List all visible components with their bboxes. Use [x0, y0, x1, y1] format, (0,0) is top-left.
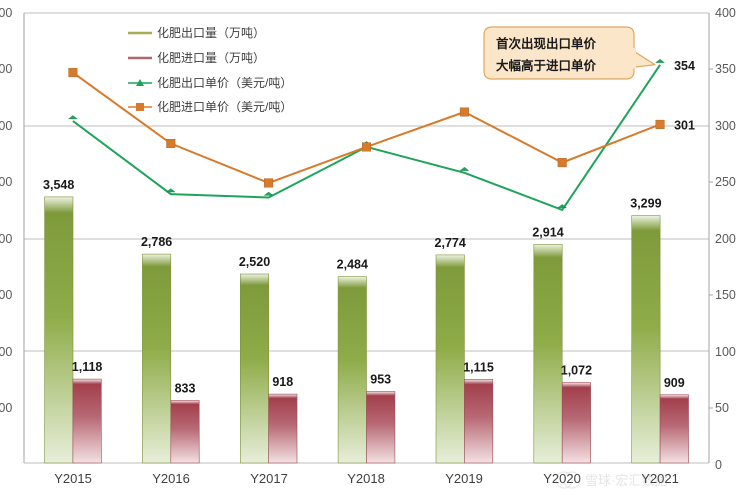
- svg-text:3,548: 3,548: [43, 178, 74, 192]
- svg-text:雪球·宏汇数据: 雪球·宏汇数据: [585, 473, 667, 488]
- svg-text:化肥出口单价（美元/吨）: 化肥出口单价（美元/吨）: [157, 76, 292, 90]
- svg-text:909: 909: [664, 376, 685, 390]
- svg-text:2,520: 2,520: [239, 255, 270, 269]
- svg-text:化肥进口单价（美元/吨）: 化肥进口单价（美元/吨）: [157, 100, 292, 114]
- svg-text:2,786: 2,786: [141, 235, 172, 249]
- svg-text:化肥进口量（万吨）: 化肥进口量（万吨）: [157, 51, 265, 65]
- svg-text:833: 833: [175, 382, 196, 396]
- svg-text:2,484: 2,484: [337, 258, 368, 272]
- svg-text:3,000: 3,000: [0, 345, 12, 359]
- svg-text:100: 100: [715, 345, 736, 359]
- svg-text:Y2015: Y2015: [54, 471, 92, 486]
- svg-text:354: 354: [674, 59, 695, 73]
- svg-text:2,500: 2,500: [0, 401, 12, 415]
- svg-text:4,000: 4,000: [0, 232, 12, 246]
- svg-text:150: 150: [715, 288, 736, 302]
- svg-text:化肥出口量（万吨）: 化肥出口量（万吨）: [157, 26, 265, 40]
- svg-text:5,000: 5,000: [0, 119, 12, 133]
- svg-text:Y2019: Y2019: [445, 471, 483, 486]
- svg-text:301: 301: [674, 118, 695, 132]
- svg-text:400: 400: [715, 6, 736, 20]
- svg-text:200: 200: [715, 232, 736, 246]
- svg-text:0: 0: [715, 458, 722, 472]
- svg-text:Y2016: Y2016: [152, 471, 190, 486]
- svg-text:4,500: 4,500: [0, 175, 12, 189]
- svg-text:Y2018: Y2018: [347, 471, 385, 486]
- svg-text:3,299: 3,299: [630, 197, 661, 211]
- svg-text:1,072: 1,072: [561, 364, 592, 378]
- svg-text:953: 953: [370, 373, 391, 387]
- svg-text:2,914: 2,914: [532, 225, 563, 239]
- svg-text:6,000: 6,000: [0, 6, 12, 20]
- svg-text:大幅高于进口单价: 大幅高于进口单价: [496, 58, 597, 73]
- svg-text:5,500: 5,500: [0, 62, 12, 76]
- svg-text:Y2017: Y2017: [250, 471, 288, 486]
- svg-text:300: 300: [715, 119, 736, 133]
- svg-text:350: 350: [715, 62, 736, 76]
- svg-text:50: 50: [715, 401, 729, 415]
- svg-text:1,118: 1,118: [72, 360, 103, 374]
- svg-text:1,115: 1,115: [463, 360, 494, 374]
- svg-text:250: 250: [715, 175, 736, 189]
- svg-text:2,774: 2,774: [435, 236, 466, 250]
- svg-text:918: 918: [272, 375, 293, 389]
- svg-text:首次出现出口单价: 首次出现出口单价: [496, 36, 597, 51]
- svg-text:3,500: 3,500: [0, 288, 12, 302]
